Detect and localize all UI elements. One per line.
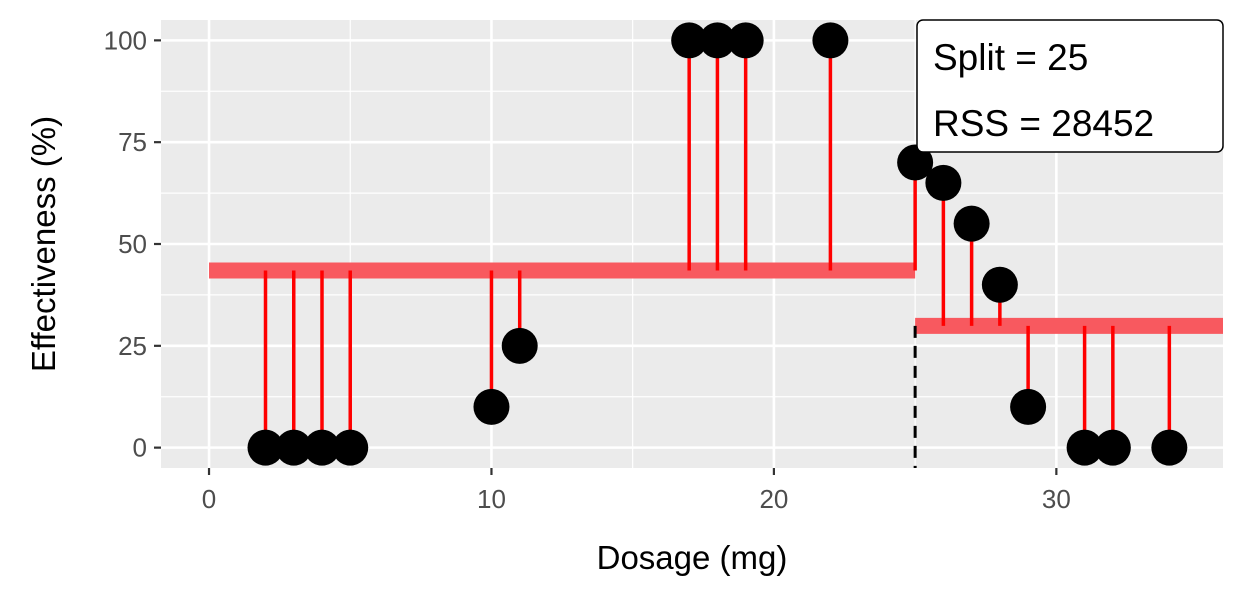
data-point — [275, 429, 312, 466]
data-point — [812, 22, 849, 59]
mean-lines — [209, 262, 1223, 334]
data-point — [897, 144, 934, 181]
data-point — [332, 429, 369, 466]
data-point — [1151, 429, 1188, 466]
annotation-box: Split = 25 RSS = 28452 — [916, 19, 1224, 153]
y-tick-label: 0 — [133, 433, 147, 463]
data-point — [671, 22, 708, 59]
y-axis: 0 25 50 75 100 — [104, 25, 161, 463]
annotation-background — [916, 19, 1224, 153]
data-point — [953, 205, 990, 242]
grid-major — [161, 20, 1223, 468]
y-axis-title: Effectiveness (%) — [25, 116, 62, 372]
x-axis: 0 10 20 30 — [202, 468, 1071, 514]
data-point — [473, 388, 510, 425]
data-point — [1094, 429, 1131, 466]
data-point — [925, 164, 962, 201]
annotation-split: Split = 25 — [933, 37, 1088, 78]
data-point — [1010, 388, 1047, 425]
data-point — [501, 327, 538, 364]
data-point — [727, 22, 764, 59]
y-tick-label: 100 — [104, 25, 147, 55]
x-axis-title: Dosage (mg) — [597, 539, 788, 576]
data-point — [699, 22, 736, 59]
x-tick-label: 0 — [202, 484, 216, 514]
y-tick-label: 25 — [118, 331, 147, 361]
data-point — [247, 429, 284, 466]
y-tick-label: 75 — [118, 127, 147, 157]
annotation-rss: RSS = 28452 — [933, 103, 1154, 144]
residuals — [263, 40, 1172, 448]
x-tick-label: 10 — [477, 484, 506, 514]
points — [247, 22, 1188, 466]
y-tick-label: 50 — [118, 229, 147, 259]
data-point — [981, 266, 1018, 303]
data-point — [1066, 429, 1103, 466]
x-tick-label: 20 — [759, 484, 788, 514]
data-point — [303, 429, 340, 466]
x-tick-label: 30 — [1042, 484, 1071, 514]
